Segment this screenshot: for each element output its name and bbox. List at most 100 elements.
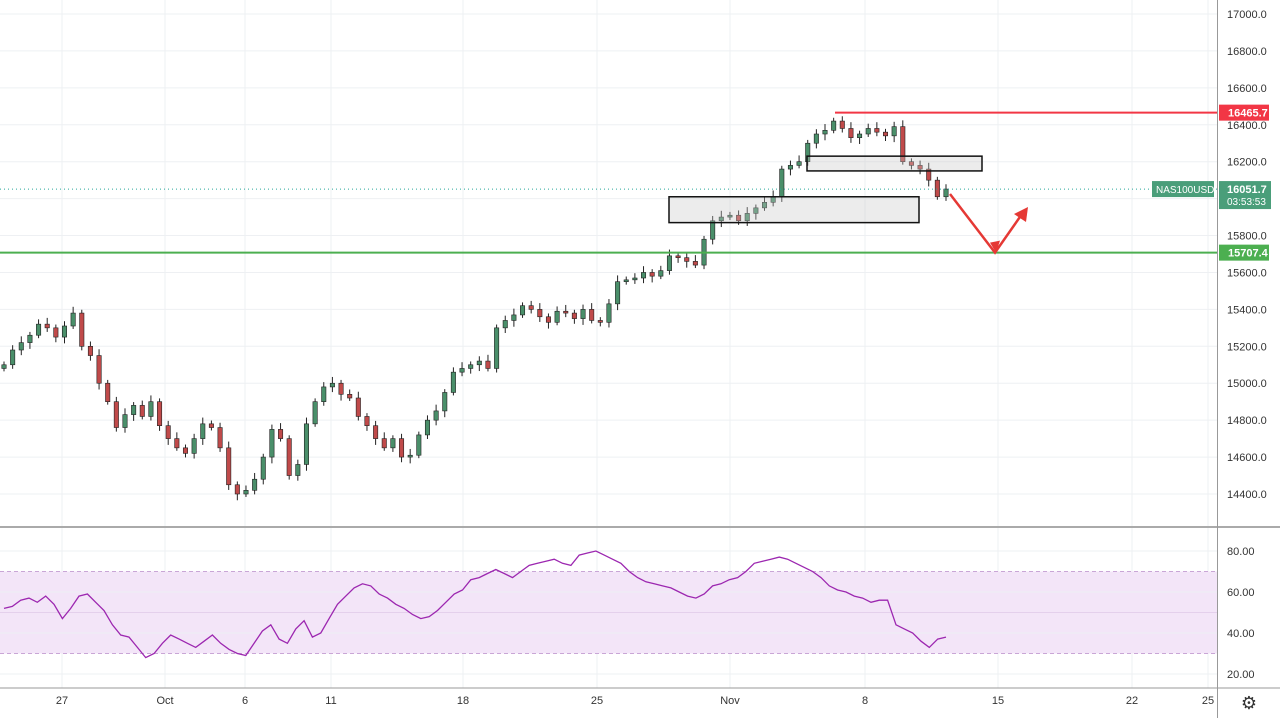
candle-body-down [485, 360, 491, 369]
candle-body-up [727, 214, 733, 218]
candle [597, 317, 603, 327]
candle-body-down [839, 120, 845, 129]
candle-body-down [736, 214, 742, 222]
candle-body-up [18, 342, 24, 351]
candle-body-up [744, 213, 750, 222]
price-tick-label: 14800.0 [1227, 415, 1267, 427]
candle-body-up [191, 438, 197, 454]
candle-body-up [321, 386, 327, 402]
rsi-tick-label: 20.00 [1227, 669, 1255, 681]
candle [468, 361, 474, 374]
candle [217, 422, 223, 452]
candle-body-up [554, 310, 560, 323]
candle [900, 120, 906, 165]
candle-body-down [373, 425, 379, 439]
candle-body-down [347, 394, 353, 399]
candle-body-up [252, 478, 258, 491]
candle [857, 130, 863, 144]
symbol-tag-bg [1152, 181, 1214, 198]
candle-body-down [917, 165, 923, 170]
candle [615, 275, 621, 311]
candle [269, 424, 275, 464]
rsi-tick-label: 40.00 [1227, 628, 1255, 640]
candle [813, 129, 819, 149]
candle [390, 435, 396, 452]
candle [476, 356, 482, 372]
settings-button[interactable]: ⚙ [1218, 688, 1280, 718]
candle-body-up [200, 423, 206, 439]
candle [632, 273, 638, 284]
candle [718, 210, 724, 228]
price-tick-label: 16200.0 [1227, 157, 1267, 169]
candle [70, 306, 76, 329]
candle [623, 276, 629, 285]
candle-body-down [571, 312, 577, 319]
time-tick-label: 18 [457, 695, 469, 707]
candle [926, 162, 932, 187]
candle [113, 396, 119, 432]
candle [727, 211, 733, 221]
candle [943, 184, 949, 201]
candle [1, 361, 7, 372]
candle [839, 116, 845, 133]
candle-body-up [623, 279, 629, 282]
candle [934, 176, 940, 200]
candle-body-up [520, 305, 526, 316]
projection-arrowhead-down [990, 240, 1000, 253]
time-tick-label: Nov [720, 695, 740, 707]
candle-body-up [70, 312, 76, 327]
candle [295, 459, 301, 481]
candle-body-down [675, 255, 681, 258]
time-tick-label: 11 [325, 695, 336, 707]
candle-body-up [122, 414, 128, 428]
candle [450, 367, 456, 396]
gear-icon[interactable]: ⚙ [1240, 693, 1258, 713]
price-tick-label: 15000.0 [1227, 378, 1267, 390]
candle-body-down [908, 161, 914, 166]
candle-body-down [79, 312, 85, 347]
candle-body-down [934, 179, 940, 198]
candle [200, 417, 206, 445]
candle-body-up [891, 126, 897, 137]
candle [260, 453, 266, 485]
candle [36, 319, 42, 339]
candle [710, 215, 716, 245]
candle-body-up [148, 401, 154, 417]
countdown-label: 03:53:53 [1227, 197, 1266, 208]
candle [355, 391, 361, 421]
candle-body-up [459, 368, 465, 373]
candle [502, 315, 508, 334]
candle-body-up [243, 490, 249, 495]
candle [122, 408, 128, 433]
symbol-tag: NAS100USD [1156, 185, 1214, 196]
candle [424, 415, 430, 439]
candle-body-up [27, 334, 33, 343]
candle [442, 389, 448, 418]
candle [511, 308, 517, 327]
rsi-tick-label: 60.00 [1227, 587, 1255, 599]
candles [1, 116, 949, 501]
candle [312, 398, 318, 427]
candle-body-down [286, 438, 292, 476]
projection-arrowhead-up [1014, 207, 1028, 222]
candle-body-up [779, 168, 785, 198]
candle-body-up [433, 410, 439, 421]
candle [303, 417, 309, 471]
candle [18, 336, 24, 356]
candle [554, 306, 560, 326]
candle [286, 435, 292, 480]
candle [373, 420, 379, 445]
candle [494, 324, 500, 373]
rsi-line [3, 550, 947, 659]
candle-body-up [295, 464, 301, 476]
candle-body-down [226, 447, 232, 486]
candle [347, 389, 353, 401]
resistance-price-tag: 16465.7 [1228, 108, 1268, 120]
candle [520, 302, 526, 318]
time-tick-label: 27 [56, 695, 68, 707]
candle-body-up [494, 327, 500, 369]
candle-body-down [399, 438, 405, 458]
price-tick-label: 15200.0 [1227, 341, 1267, 353]
candle [528, 300, 534, 314]
